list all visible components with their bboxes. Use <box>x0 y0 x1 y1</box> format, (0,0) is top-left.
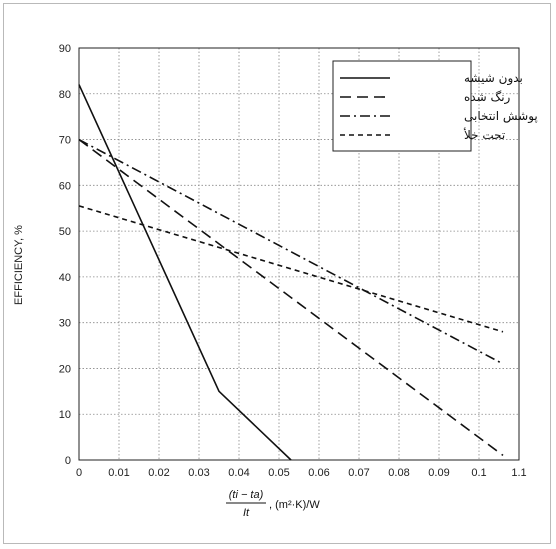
x-tick-label: 0.1 <box>471 467 486 479</box>
y-axis-label: EFFICIENCY, % <box>13 225 25 305</box>
grid-lines <box>79 48 519 460</box>
legend-label-3: پوشش انتخابی <box>464 109 538 124</box>
x-axis-label: (ti − ta) It , (m²·K)/W <box>226 489 320 519</box>
plot-area <box>78 47 520 461</box>
x-tick-label: 1.1 <box>511 467 526 479</box>
y-tick-label: 40 <box>59 272 71 284</box>
y-tick-label: 10 <box>59 409 71 421</box>
x-tick-label: 0.09 <box>428 467 449 479</box>
x-tick-label: 0.01 <box>108 467 129 479</box>
x-tick-label: 0.02 <box>148 467 169 479</box>
x-tick-label: 0 <box>76 467 82 479</box>
y-tick-label: 0 <box>65 455 71 467</box>
x-axis-label-denominator: It <box>243 507 250 519</box>
x-tick-label: 0.08 <box>388 467 409 479</box>
x-tick-label: 0.05 <box>268 467 289 479</box>
y-tick-labels: 0 10 20 30 40 50 60 70 80 90 <box>59 43 71 467</box>
y-tick-label: 70 <box>59 135 71 147</box>
x-tick-labels: 0 0.01 0.02 0.03 0.04 0.05 0.06 0.07 0.08 0.09 0.1… <box>76 467 527 479</box>
legend-label-2: رنگ شده <box>464 90 511 105</box>
x-axis-label-numerator: (ti − ta) <box>229 489 264 501</box>
series-line-1 <box>78 84 292 461</box>
series-line-4 <box>78 205 504 333</box>
legend-box <box>332 60 472 152</box>
x-tick-label: 0.04 <box>228 467 249 479</box>
series-line-2 <box>78 138 504 457</box>
y-tick-label: 20 <box>59 363 71 375</box>
y-tick-label: 60 <box>59 180 71 192</box>
y-tick-label: 90 <box>59 43 71 55</box>
x-tick-label: 0.03 <box>188 467 209 479</box>
series-layer <box>78 84 504 461</box>
x-axis-label-units: , (m²·K)/W <box>269 499 320 511</box>
y-tick-label: 80 <box>59 89 71 101</box>
x-tick-label: 0.06 <box>308 467 329 479</box>
legend-label-1: بدون شیشه <box>464 71 523 86</box>
legend-label-4: تحت خلأ <box>463 127 505 142</box>
x-tick-label: 0.07 <box>348 467 369 479</box>
y-tick-label: 50 <box>59 226 71 238</box>
y-tick-label: 30 <box>59 318 71 330</box>
legend: بدون شیشه رنگ شده پوشش انتخابی تحت خلأ <box>332 60 538 152</box>
